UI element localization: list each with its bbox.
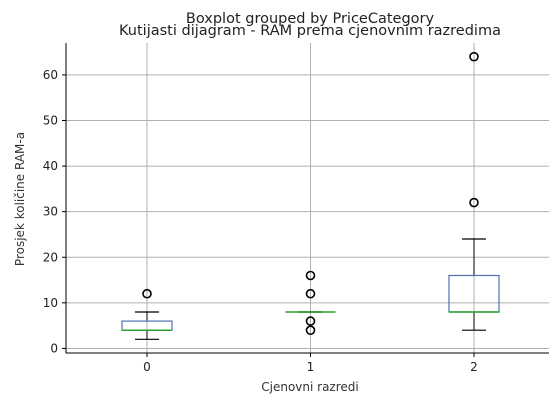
box-group-2 [448, 51, 500, 331]
y-tick-label: 60 [43, 68, 58, 82]
x-tick-labels: 0 1 2 [143, 360, 478, 374]
y-tick-label: 30 [43, 205, 58, 219]
y-tick-labels: 0 10 20 30 40 50 60 [43, 68, 58, 356]
box-series [121, 51, 500, 340]
outlier-point [305, 288, 316, 299]
x-tick-label: 1 [307, 360, 315, 374]
y-tick-label: 0 [50, 341, 58, 355]
outlier-point [142, 288, 152, 299]
outlier-point [305, 325, 316, 336]
x-tick-label: 0 [143, 360, 151, 374]
grid-lines [66, 43, 549, 353]
y-tick-label: 50 [43, 114, 58, 128]
x-tick-label: 2 [470, 360, 478, 374]
box-group-0 [121, 288, 173, 340]
x-axis-label: Cjenovni razredi [261, 380, 359, 394]
chart-suptitle: Boxplot grouped by PriceCategory [186, 11, 435, 27]
outlier-point [469, 51, 479, 62]
chart-title: Kutijasti dijagram - RAM prema cjenovnim… [119, 23, 501, 39]
y-tick-label: 10 [43, 296, 58, 310]
box-group-1 [285, 270, 336, 336]
outlier-point [305, 270, 316, 281]
y-tick-label: 20 [43, 250, 58, 264]
outlier-point [305, 316, 316, 326]
y-axis-label: Prosjek količine RAM-a [13, 132, 27, 266]
y-tick-label: 40 [43, 159, 58, 173]
outlier-point [469, 197, 479, 208]
axes [62, 43, 549, 357]
